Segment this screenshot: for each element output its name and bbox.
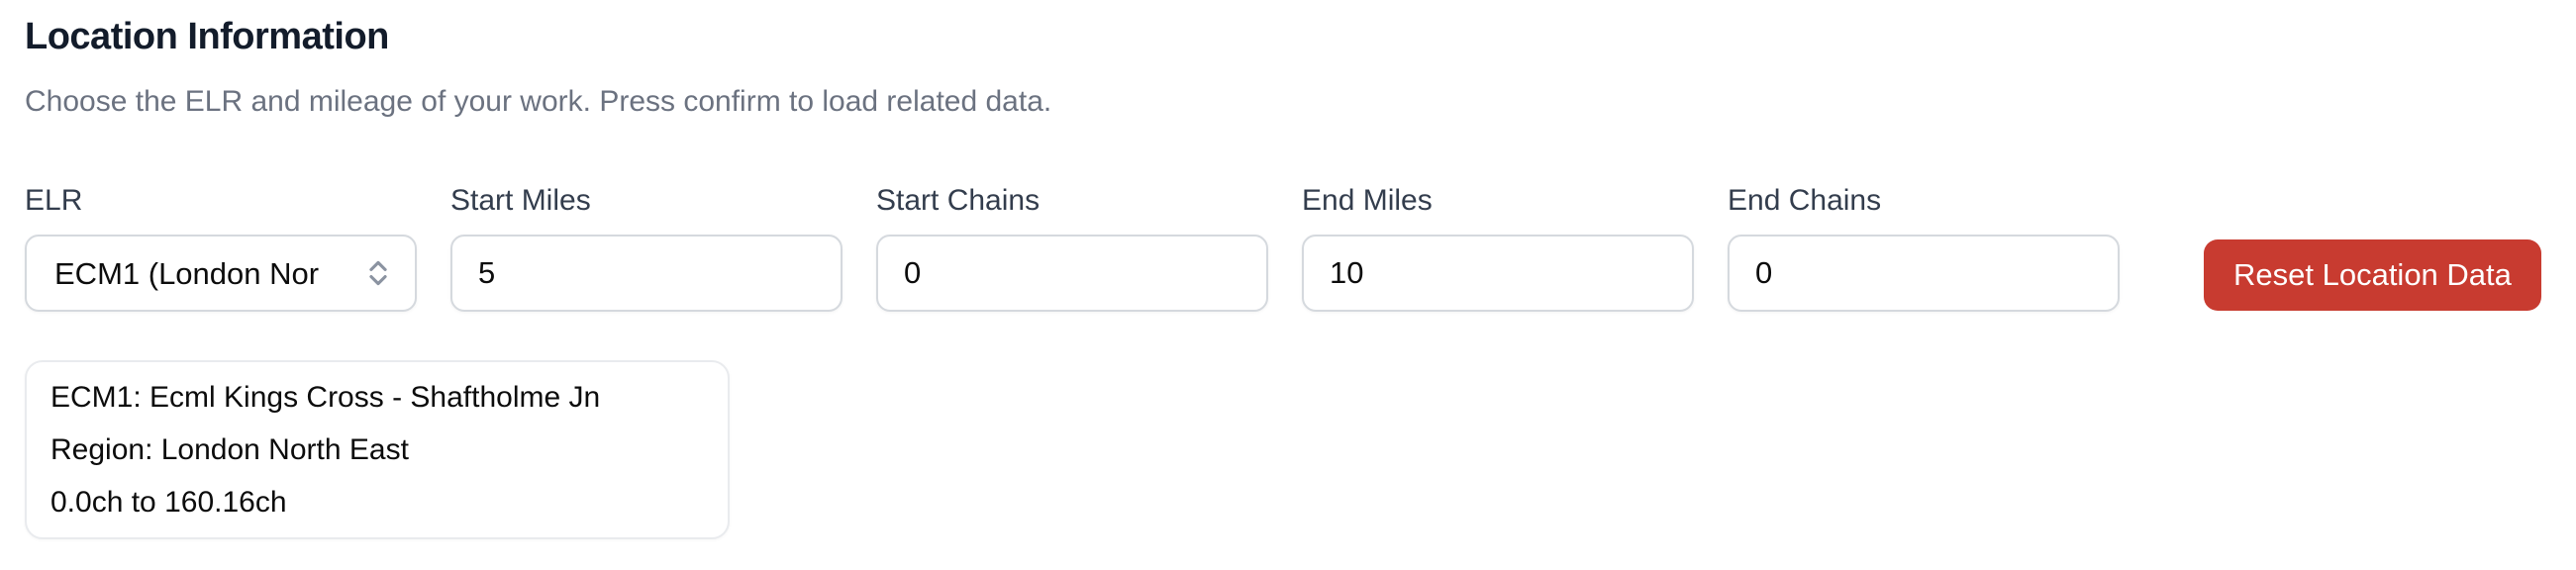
start-chains-label: Start Chains	[876, 184, 1040, 217]
elr-label: ELR	[25, 184, 83, 217]
start-miles-field-group: Start Miles	[450, 184, 842, 312]
start-chains-field-group: Start Chains	[876, 184, 1268, 312]
page-subtitle: Choose the ELR and mileage of your work.…	[25, 85, 1052, 118]
end-chains-field-group: End Chains	[1728, 184, 2120, 312]
elr-field-group: ELR ECM1 (London Nor	[25, 184, 417, 312]
start-miles-input[interactable]	[450, 235, 842, 312]
elr-info-region: Region: London North East	[50, 433, 409, 466]
start-chains-input[interactable]	[876, 235, 1268, 312]
elr-info-route: ECM1: Ecml Kings Cross - Shaftholme Jn	[50, 381, 601, 414]
elr-select-wrap: ECM1 (London Nor	[25, 235, 417, 312]
start-miles-label: Start Miles	[450, 184, 591, 217]
end-miles-label: End Miles	[1302, 184, 1433, 217]
elr-select[interactable]: ECM1 (London Nor	[25, 235, 417, 312]
page-title: Location Information	[25, 16, 389, 57]
elr-info-chainage-range: 0.0ch to 160.16ch	[50, 486, 287, 519]
reset-location-data-button[interactable]: Reset Location Data	[2204, 239, 2541, 311]
end-miles-input[interactable]	[1302, 235, 1694, 312]
elr-info-box: ECM1: Ecml Kings Cross - Shaftholme Jn R…	[25, 360, 730, 539]
end-miles-field-group: End Miles	[1302, 184, 1694, 312]
end-chains-input[interactable]	[1728, 235, 2120, 312]
end-chains-label: End Chains	[1728, 184, 1882, 217]
